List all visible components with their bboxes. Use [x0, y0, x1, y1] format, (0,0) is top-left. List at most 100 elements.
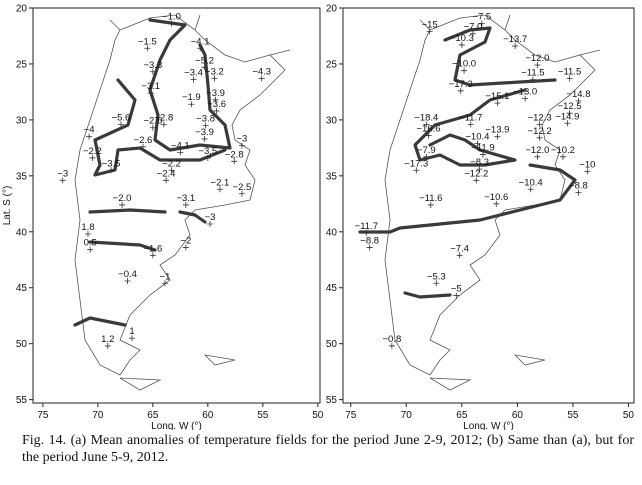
station	[453, 292, 460, 299]
plot-frame	[342, 7, 635, 404]
station	[108, 167, 115, 174]
contours-b	[358, 26, 577, 299]
value-label: −1.5	[138, 36, 157, 47]
plot-frame	[32, 7, 321, 404]
value-label: −2.8	[154, 112, 173, 123]
value-label: −5.6	[112, 112, 131, 123]
station	[473, 177, 480, 184]
value-label: −17.3	[449, 79, 473, 90]
station	[366, 244, 373, 251]
y-axis-label: Lat. S (°)	[2, 186, 13, 226]
station	[211, 75, 218, 82]
y-tick-label: 35	[16, 171, 28, 182]
station	[425, 132, 432, 139]
value-label: −3.9	[195, 127, 214, 138]
station	[575, 189, 582, 196]
value-label: −11.7	[355, 221, 378, 232]
y-tick-label: 20	[326, 4, 338, 15]
station	[522, 95, 529, 102]
station	[204, 154, 211, 161]
y-tick-label: 45	[16, 283, 28, 294]
value-label: −3.3	[143, 60, 162, 71]
x-axis-label: Long. W (°)	[463, 421, 514, 430]
value-label: −2.6	[134, 135, 153, 146]
station	[197, 45, 204, 52]
station	[144, 45, 151, 52]
station	[456, 252, 463, 259]
value-label: −3.9	[206, 88, 225, 99]
station	[119, 201, 126, 208]
value-label: −3.8	[196, 113, 215, 124]
value-label: 1.2	[101, 334, 114, 345]
value-label: −5.3	[427, 271, 446, 282]
y-tick-label: 50	[16, 339, 28, 350]
x-tick-label: 55	[257, 410, 269, 421]
station	[566, 75, 573, 82]
station	[202, 122, 209, 129]
station	[458, 41, 465, 48]
value-label: −12.2	[528, 126, 552, 137]
value-label: −11.6	[419, 193, 442, 204]
station	[168, 167, 175, 174]
y-tick-label: 25	[16, 59, 28, 70]
station	[213, 107, 220, 114]
x-tick-label: 75	[345, 410, 357, 421]
station	[207, 220, 214, 227]
value-label: −7.5	[472, 12, 491, 23]
station	[527, 186, 534, 193]
value-label: −10.4	[519, 177, 543, 188]
value-label: −8.8	[360, 235, 379, 246]
value-label: −5.2	[195, 55, 214, 66]
station	[212, 96, 219, 103]
station	[426, 28, 433, 35]
station	[238, 142, 245, 149]
y-tick-label: 30	[16, 115, 28, 126]
value-label: −3	[205, 212, 216, 223]
value-label: −0.8	[382, 334, 401, 345]
value-label: −10.2	[551, 145, 575, 156]
y-tick-label: 40	[16, 227, 28, 238]
station	[201, 135, 208, 142]
station	[476, 166, 483, 173]
value-label: −1.9	[182, 92, 201, 103]
value-label: −1	[160, 271, 171, 282]
x-tick-label: 70	[401, 410, 413, 421]
x-tick-label: 75	[37, 410, 49, 421]
value-label: −16.6	[416, 124, 440, 135]
value-label: −14.8	[566, 89, 590, 100]
station	[190, 76, 197, 83]
value-label: −3.4	[184, 68, 203, 79]
station	[149, 68, 156, 75]
station	[467, 121, 474, 128]
x-tick-label: 50	[312, 410, 324, 421]
value-label: 0.5	[84, 238, 97, 249]
value-label: −0.4	[118, 269, 137, 280]
y-tick-label: 25	[326, 59, 338, 70]
value-label: −4.1	[191, 36, 210, 47]
station	[216, 186, 223, 193]
station	[177, 149, 184, 156]
station	[182, 244, 189, 251]
station	[104, 342, 111, 349]
y-tick-label: 20	[16, 4, 28, 15]
station	[433, 280, 440, 287]
value-label: −5	[451, 284, 462, 295]
value-label: −13.9	[485, 125, 509, 136]
station	[423, 121, 430, 128]
station	[534, 153, 541, 160]
station	[161, 280, 168, 287]
value-label: 1.8	[81, 222, 94, 233]
station	[457, 87, 464, 94]
value-label: −10.3	[450, 33, 474, 44]
contours-a	[73, 18, 232, 327]
station	[564, 120, 571, 127]
station	[117, 121, 124, 128]
station	[413, 167, 420, 174]
station	[163, 177, 170, 184]
y-tick-label: 45	[326, 283, 338, 294]
station	[149, 124, 156, 131]
station	[139, 143, 146, 150]
value-label: −8.8	[569, 181, 588, 192]
station	[188, 101, 195, 108]
